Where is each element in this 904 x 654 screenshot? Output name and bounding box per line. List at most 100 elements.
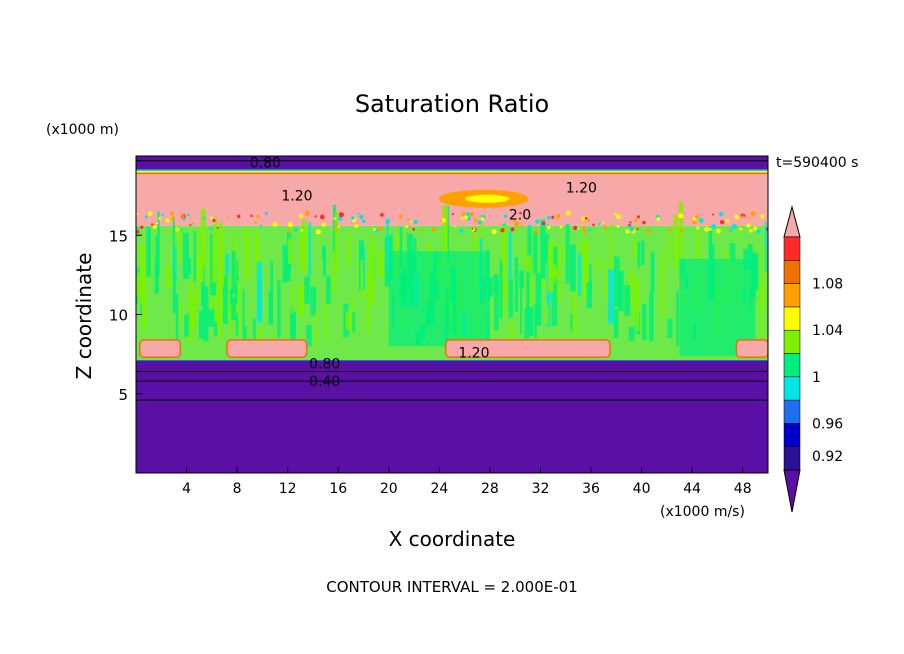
speckle xyxy=(256,214,260,218)
speckle xyxy=(315,229,321,235)
speckle xyxy=(765,227,768,232)
cloud-streak xyxy=(514,256,519,312)
speckle xyxy=(354,223,359,229)
colorbar-segment xyxy=(783,329,801,354)
cloud-streak xyxy=(334,211,339,274)
speckle xyxy=(409,220,413,223)
speckle xyxy=(592,223,595,227)
cloud-streak xyxy=(360,259,364,301)
x-axis-label: X coordinate xyxy=(389,527,516,551)
colorbar-tick-label: 1.08 xyxy=(812,277,843,293)
cloud-streak xyxy=(182,232,189,280)
cloud-streak xyxy=(332,250,335,289)
speckle xyxy=(209,216,214,220)
cloud-streak xyxy=(179,300,182,323)
y-unit-label: (x1000 m) xyxy=(46,122,119,138)
colorbar-tick-label: 1.04 xyxy=(812,323,843,339)
speckle xyxy=(669,227,673,232)
speckle xyxy=(461,212,466,217)
speckle xyxy=(319,214,325,220)
speckle xyxy=(158,216,162,220)
speckle xyxy=(469,211,475,217)
speckle xyxy=(337,216,343,221)
cloud-streak xyxy=(172,216,175,279)
cloud-streak xyxy=(628,326,635,341)
cloud-streak xyxy=(546,264,551,327)
y-tick-label: 10 xyxy=(109,307,128,325)
speckle xyxy=(636,215,640,219)
x-tick-label: 28 xyxy=(481,481,499,497)
colorbar-tick-label: 0.96 xyxy=(812,416,843,432)
cloud-streak xyxy=(577,252,582,297)
contour-label: 1.20 xyxy=(458,346,489,362)
speckle xyxy=(338,212,344,218)
cloud-streak xyxy=(284,250,288,268)
speckle xyxy=(287,222,293,228)
speckle xyxy=(750,211,756,217)
cloud-streak xyxy=(332,204,337,266)
cloud-streak xyxy=(268,290,273,325)
speckle xyxy=(412,228,416,231)
speckle xyxy=(314,215,317,218)
cloud-streak xyxy=(234,275,240,305)
x-tick-label: 48 xyxy=(734,481,752,497)
cloud-streak xyxy=(661,252,665,273)
cloud-streak xyxy=(618,271,624,312)
colorbar-over-triangle xyxy=(783,205,801,238)
speckle xyxy=(474,218,478,223)
speckle xyxy=(147,211,153,216)
cloud-streak xyxy=(193,231,197,282)
speckle xyxy=(711,213,714,216)
supersaturated-blob xyxy=(444,339,611,359)
speckle xyxy=(398,214,403,219)
cloud-streak xyxy=(494,274,499,331)
speckle xyxy=(227,216,230,219)
cloud-streak xyxy=(762,248,765,309)
speckle xyxy=(150,223,154,226)
speckle xyxy=(170,211,174,216)
speckle xyxy=(728,227,731,231)
cloud-streak xyxy=(544,233,549,263)
speckle xyxy=(716,228,721,234)
cloud-streak xyxy=(315,310,318,347)
speckle xyxy=(541,221,546,226)
speckle xyxy=(725,218,730,223)
speckle xyxy=(212,218,216,223)
speckle xyxy=(480,217,485,221)
colorbar-segment xyxy=(783,236,801,261)
speckle xyxy=(161,213,164,217)
colorbar-segment xyxy=(783,423,801,447)
cloud-streak xyxy=(212,224,217,283)
speckle xyxy=(350,216,355,220)
cloud-streak xyxy=(607,269,614,324)
cloud-streak xyxy=(667,229,670,264)
x-tick-label: 24 xyxy=(430,481,448,497)
x-tick-label: 16 xyxy=(329,481,347,497)
cloud-streak xyxy=(605,260,609,301)
speckle xyxy=(546,223,549,226)
speckle xyxy=(628,225,633,230)
cloud-streak xyxy=(326,276,331,304)
speckle xyxy=(156,222,159,225)
cloud-streak xyxy=(366,269,370,333)
cloud-streak xyxy=(554,244,561,303)
speckle xyxy=(250,214,253,218)
cloud-streak xyxy=(661,267,665,320)
speckle xyxy=(753,226,758,231)
speckle xyxy=(696,226,700,230)
cloud-streak xyxy=(378,250,385,277)
speckle xyxy=(136,213,139,216)
speckle xyxy=(577,227,580,230)
speckle xyxy=(333,217,337,221)
speckle xyxy=(186,213,190,217)
speckle xyxy=(731,223,737,229)
cloud-streak xyxy=(630,267,633,303)
cloud-streak xyxy=(613,256,620,307)
speckle xyxy=(679,228,683,233)
cloud-streak xyxy=(632,275,636,322)
cloud-streak xyxy=(633,241,638,260)
colorbar-under-triangle xyxy=(783,469,801,513)
speckle xyxy=(616,214,622,220)
cloud-streak xyxy=(198,310,204,339)
